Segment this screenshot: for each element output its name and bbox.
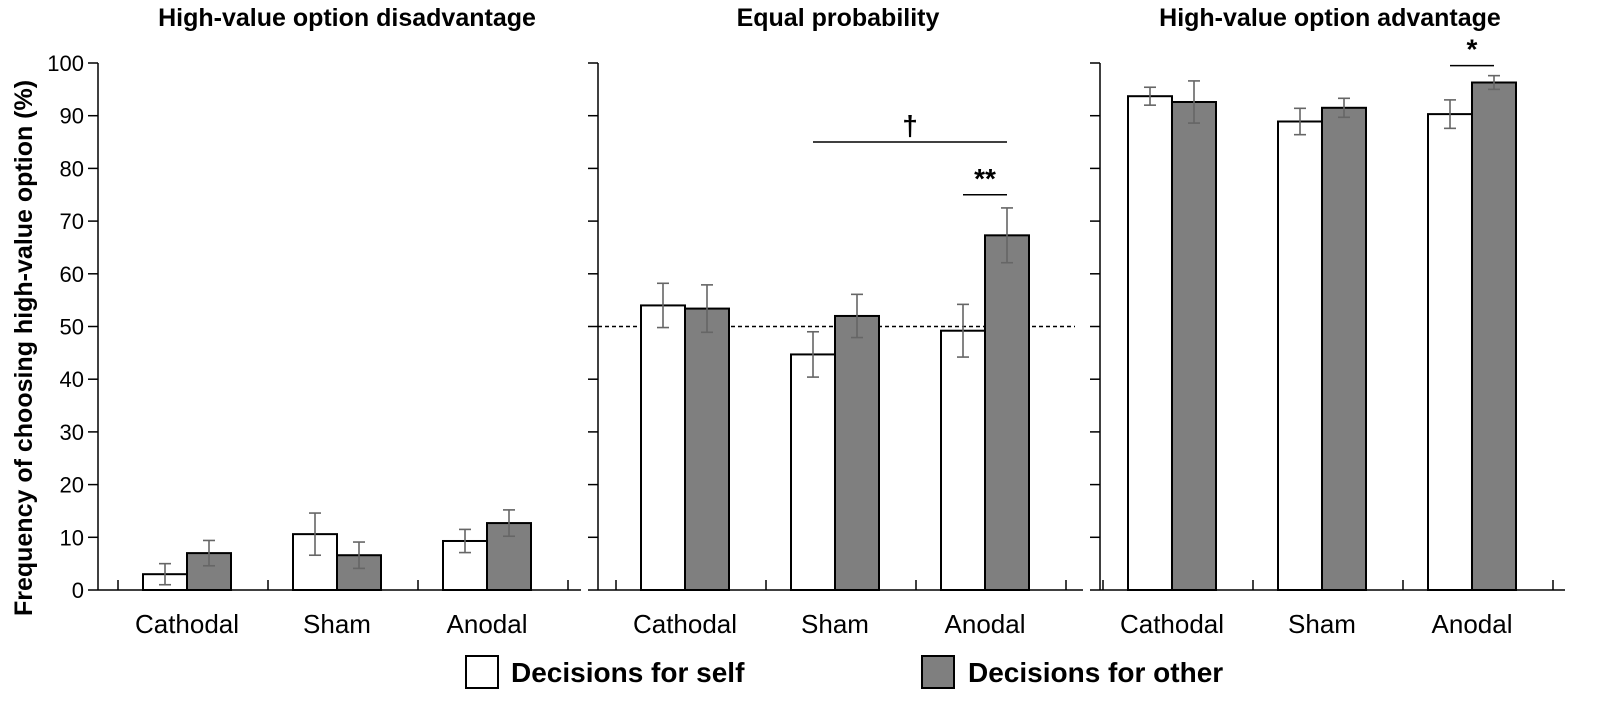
bar-other-cathodal bbox=[684, 307, 730, 591]
panel-1: High-value option disadvantage 0 10 20 30 40 5… bbox=[47, 4, 581, 639]
significance-label: ** bbox=[974, 163, 996, 194]
bar-other-anodal bbox=[984, 234, 1030, 591]
bar-self-anodal bbox=[940, 329, 986, 591]
y-tick-label: 40 bbox=[60, 367, 84, 392]
legend-swatch-other bbox=[921, 655, 955, 689]
y-axis-title: Frequency of choosing high-value option … bbox=[10, 80, 38, 616]
bar-self-sham bbox=[1277, 120, 1323, 591]
y-tick-label: 50 bbox=[60, 315, 84, 340]
category-label: Anodal bbox=[447, 609, 528, 639]
y-tick-label: 90 bbox=[60, 104, 84, 129]
y-tick-label: 0 bbox=[72, 578, 84, 603]
significance-label: * bbox=[1467, 34, 1478, 65]
y-tick-label: 100 bbox=[47, 51, 84, 76]
panels-layer: High-value option disadvantage 0 10 20 30 40 5… bbox=[47, 4, 1565, 639]
panel-2: Equal probability Cathodal Sham Anodal † ** bbox=[588, 4, 1083, 639]
category-label: Cathodal bbox=[633, 609, 737, 639]
bar-self-anodal bbox=[1427, 113, 1473, 592]
category-label: Sham bbox=[303, 609, 371, 639]
y-tick-label: 30 bbox=[60, 420, 84, 445]
bar-other-anodal bbox=[1471, 81, 1517, 592]
y-tick-label: 70 bbox=[60, 209, 84, 234]
legend: Decisions for self Decisions for other bbox=[465, 655, 1223, 689]
category-label: Cathodal bbox=[135, 609, 239, 639]
y-tick-label: 20 bbox=[60, 473, 84, 498]
panel-title: Equal probability bbox=[737, 4, 940, 32]
y-tick-label: 10 bbox=[60, 525, 84, 550]
bar-self-cathodal bbox=[1127, 95, 1173, 592]
bar-self-sham bbox=[790, 353, 836, 591]
panel-3: High-value option advantage Cathodal Sham A… bbox=[1090, 4, 1565, 639]
bar-other-sham bbox=[834, 314, 880, 591]
legend-label-other: Decisions for other bbox=[968, 657, 1223, 688]
y-axis-title-layer: Frequency of choosing high-value option … bbox=[10, 80, 38, 616]
legend-swatch-self bbox=[465, 655, 499, 689]
category-label: Anodal bbox=[945, 609, 1026, 639]
legend-label-self: Decisions for self bbox=[511, 657, 745, 688]
category-label: Cathodal bbox=[1120, 609, 1224, 639]
panel-title: High-value option advantage bbox=[1159, 4, 1501, 32]
category-label: Anodal bbox=[1432, 609, 1513, 639]
bar-self-cathodal bbox=[640, 304, 686, 591]
category-label: Sham bbox=[801, 609, 869, 639]
y-tick-label: 60 bbox=[60, 262, 84, 287]
y-tick-label: 80 bbox=[60, 156, 84, 181]
significance-label: † bbox=[902, 110, 918, 141]
bar-other-cathodal bbox=[1171, 100, 1217, 592]
bar-other-sham bbox=[1321, 106, 1367, 591]
panel-title: High-value option disadvantage bbox=[158, 4, 536, 32]
category-label: Sham bbox=[1288, 609, 1356, 639]
